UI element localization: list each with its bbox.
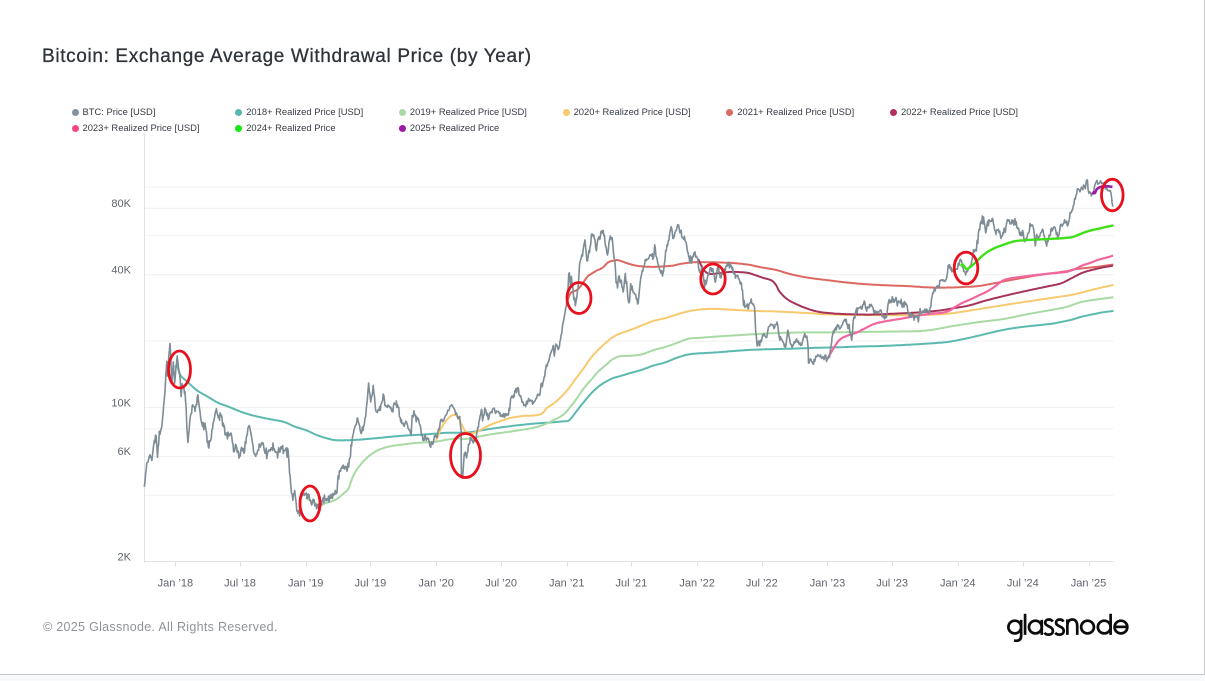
svg-text:Jan ’23: Jan ’23 xyxy=(810,578,845,590)
svg-text:Jan ’19: Jan ’19 xyxy=(288,578,323,590)
svg-text:Jul ’21: Jul ’21 xyxy=(616,578,648,590)
svg-text:Jul ’23: Jul ’23 xyxy=(876,578,908,590)
svg-text:80K: 80K xyxy=(111,198,131,210)
svg-text:Jan ’24: Jan ’24 xyxy=(940,578,975,590)
svg-text:Jan ’18: Jan ’18 xyxy=(158,578,193,590)
svg-text:Jul ’20: Jul ’20 xyxy=(485,578,517,590)
svg-text:Jan ’21: Jan ’21 xyxy=(549,578,584,590)
svg-text:40K: 40K xyxy=(111,265,131,277)
svg-text:Jan ’25: Jan ’25 xyxy=(1071,578,1106,590)
svg-text:Jul ’24: Jul ’24 xyxy=(1007,578,1039,590)
svg-text:Jul ’22: Jul ’22 xyxy=(746,578,778,590)
svg-text:10K: 10K xyxy=(111,397,131,409)
svg-text:Jul ’19: Jul ’19 xyxy=(355,578,387,590)
svg-text:Jan ’22: Jan ’22 xyxy=(679,578,714,590)
svg-text:6K: 6K xyxy=(118,446,132,458)
svg-text:Jul ’18: Jul ’18 xyxy=(224,578,256,590)
svg-text:2K: 2K xyxy=(118,552,132,564)
svg-text:Jan ’20: Jan ’20 xyxy=(418,578,453,590)
